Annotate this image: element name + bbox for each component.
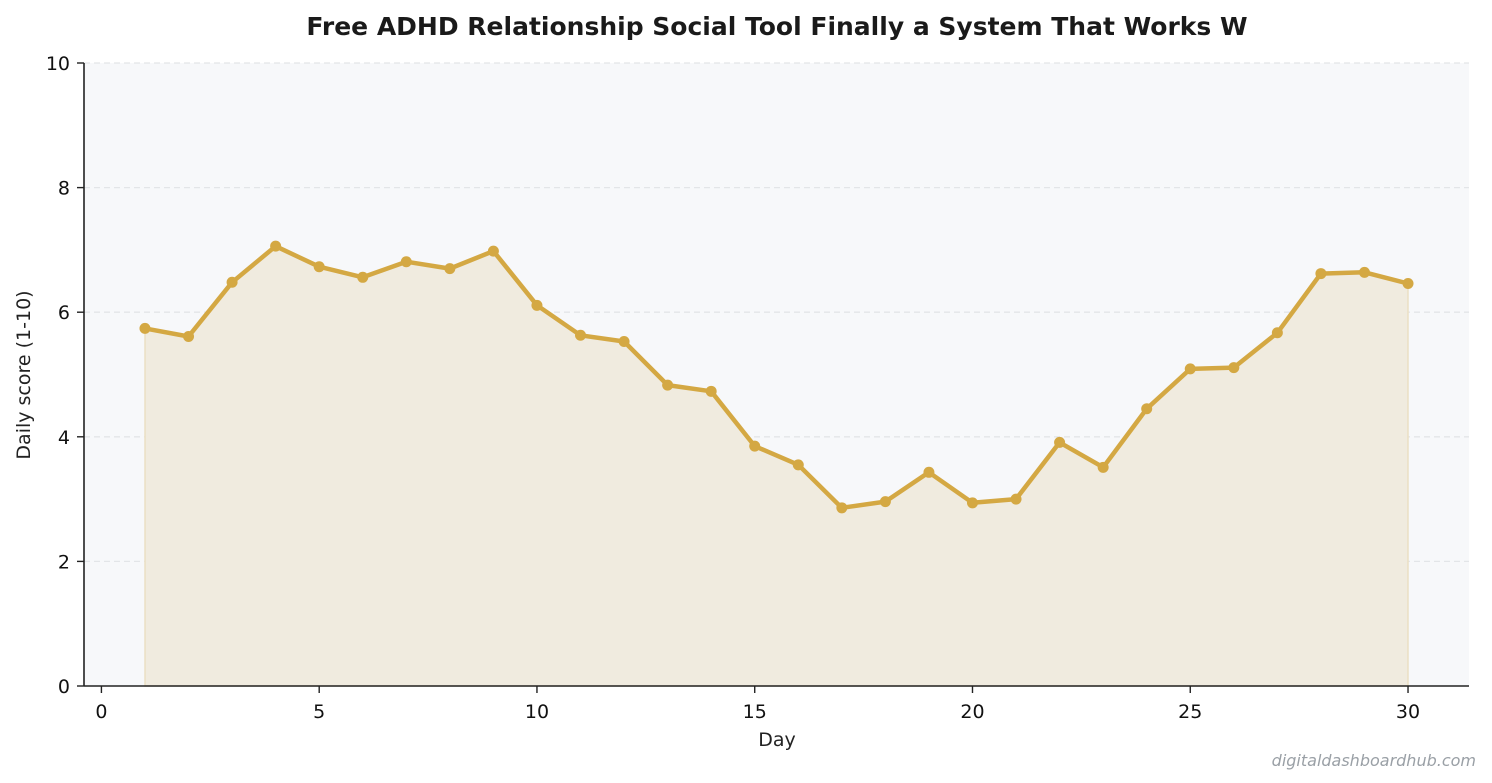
data-point (879, 496, 891, 508)
x-tick-label: 20 (960, 701, 984, 723)
data-point (1402, 278, 1414, 290)
y-axis-label: Daily score (1-10) (13, 290, 35, 459)
y-tick-label: 10 (46, 53, 70, 75)
data-point (705, 385, 717, 397)
data-point (531, 299, 543, 311)
series-line (142, 243, 1411, 511)
watermark: digitaldashboardhub.com (1272, 751, 1476, 770)
data-point (1271, 327, 1283, 339)
y-tick-label: 4 (58, 427, 70, 449)
data-point (792, 459, 804, 471)
data-point (313, 261, 325, 273)
x-tick-label: 30 (1396, 701, 1420, 723)
data-point (1010, 493, 1022, 505)
x-tick-label: 5 (313, 701, 325, 723)
data-point (1315, 268, 1327, 280)
data-point (1228, 362, 1240, 374)
data-point (226, 276, 238, 288)
y-tick-label: 6 (58, 302, 70, 324)
data-point (923, 466, 935, 478)
x-tick-label: 25 (1178, 701, 1202, 723)
x-tick-label: 10 (525, 701, 549, 723)
data-point (662, 379, 674, 391)
y-tick-label: 2 (58, 551, 70, 573)
data-points (139, 240, 1414, 514)
x-tick-label: 0 (95, 701, 107, 723)
data-point (487, 245, 499, 257)
axes (83, 63, 1469, 687)
y-tick-label: 8 (58, 178, 70, 200)
data-point (270, 240, 282, 252)
data-point (444, 263, 456, 275)
data-point (183, 330, 195, 342)
data-point (1097, 461, 1109, 473)
x-tick-label: 15 (743, 701, 767, 723)
data-point (966, 497, 978, 509)
data-point (1141, 403, 1153, 415)
data-point (357, 271, 369, 283)
data-point (618, 335, 630, 347)
data-point (1054, 436, 1066, 448)
x-axis-label: Day (758, 729, 796, 751)
data-point (400, 256, 412, 268)
data-point (749, 440, 761, 452)
data-point (1184, 363, 1196, 375)
data-point (836, 502, 848, 514)
y-tick-label: 0 (58, 676, 70, 698)
data-point (139, 322, 151, 334)
tick-labels: 0 2 4 6 8 10 0 5 10 15 20 25 30 (46, 53, 1420, 723)
data-point (575, 329, 587, 341)
data-point (1358, 266, 1370, 278)
chart-title: Free ADHD Relationship Social Tool Final… (306, 12, 1247, 41)
